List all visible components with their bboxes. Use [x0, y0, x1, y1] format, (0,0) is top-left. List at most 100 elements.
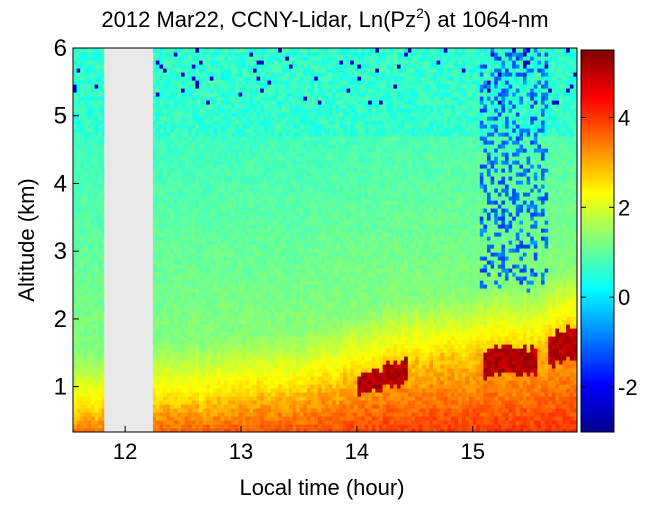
heatmap-cell [155, 344, 160, 349]
heatmap-cell [83, 136, 88, 141]
heatmap-cell [170, 328, 175, 333]
heatmap-cell [152, 188, 157, 193]
heatmap-cell [253, 384, 258, 389]
heatmap-cell [152, 324, 157, 329]
heatmap-cell [213, 336, 218, 341]
heatmap-cell [73, 404, 78, 409]
heatmap-cell [173, 284, 178, 289]
heatmap-cell [170, 232, 175, 237]
heatmap-cell [220, 136, 225, 141]
heatmap-cell [170, 148, 175, 153]
heatmap-cell [202, 192, 207, 197]
heatmap-cell [256, 252, 261, 257]
heatmap-cell [76, 112, 81, 117]
heatmap-cell [73, 188, 78, 193]
heatmap-cell [80, 152, 85, 157]
heatmap-cell [155, 184, 160, 189]
heatmap-cell [253, 128, 258, 133]
heatmap-cell [249, 352, 254, 357]
heatmap-cell [227, 252, 232, 257]
heatmap-cell [83, 84, 88, 89]
heatmap-cell [184, 156, 189, 161]
heatmap-cell [202, 276, 207, 281]
heatmap-cell [195, 168, 200, 173]
heatmap-cell [227, 144, 232, 149]
heatmap-cell [188, 404, 193, 409]
heatmap-cell [173, 152, 178, 157]
heatmap-cell [101, 244, 106, 249]
heatmap-cell [152, 428, 157, 432]
heatmap-cell [206, 260, 211, 265]
heatmap-cell [206, 336, 211, 341]
heatmap-cell [177, 108, 182, 113]
heatmap-cell [195, 184, 200, 189]
heatmap-cell [159, 428, 164, 432]
heatmap-cell [202, 268, 207, 273]
heatmap-cell [235, 88, 240, 93]
heatmap-cell [191, 276, 196, 281]
heatmap-cell [231, 144, 236, 149]
heatmap-cell [242, 320, 247, 325]
heatmap-cell [238, 72, 243, 77]
heatmap-cell [73, 288, 78, 293]
heatmap-cell [217, 148, 222, 153]
heatmap-cell [83, 356, 88, 361]
heatmap-cell [83, 268, 88, 273]
heatmap-cell [80, 64, 85, 69]
heatmap-cell [188, 364, 193, 369]
heatmap-cell [253, 240, 258, 245]
heatmap-cell [256, 344, 261, 349]
heatmap-cell [91, 84, 96, 89]
heatmap-cell [253, 392, 258, 397]
heatmap-cell [181, 124, 186, 129]
heatmap-cell [73, 380, 78, 385]
heatmap-cell [231, 360, 236, 365]
heatmap-cell [173, 292, 178, 297]
heatmap-cell [206, 156, 211, 161]
heatmap-cell [159, 84, 164, 89]
heatmap-cell [188, 100, 193, 105]
heatmap-cell [209, 324, 214, 329]
heatmap-cell [83, 352, 88, 357]
heatmap-cell [195, 344, 200, 349]
heatmap-cell [159, 60, 164, 65]
heatmap-cell [245, 48, 250, 53]
heatmap-cell [181, 376, 186, 381]
heatmap-cell [76, 404, 81, 409]
heatmap-cell [242, 260, 247, 265]
heatmap-cell [73, 68, 78, 73]
heatmap-cell [80, 312, 85, 317]
heatmap-cell [242, 364, 247, 369]
heatmap-cell [217, 204, 222, 209]
heatmap-cell [249, 144, 254, 149]
heatmap-cell [220, 280, 225, 285]
heatmap-cell [73, 148, 78, 153]
heatmap-cell [238, 296, 243, 301]
heatmap-cell [91, 292, 96, 297]
heatmap-cell [220, 396, 225, 401]
heatmap-cell [181, 68, 186, 73]
heatmap-cell [242, 88, 247, 93]
heatmap-cell [101, 356, 106, 361]
heatmap-cell [235, 216, 240, 221]
heatmap-cell [238, 156, 243, 161]
heatmap-cell [227, 348, 232, 353]
heatmap-cell [206, 192, 211, 197]
heatmap-cell [242, 136, 247, 141]
heatmap-cell [98, 72, 103, 77]
heatmap-cell [235, 252, 240, 257]
heatmap-cell [245, 252, 250, 257]
heatmap-cell [152, 196, 157, 201]
heatmap-cell [209, 292, 214, 297]
heatmap-cell [188, 408, 193, 413]
heatmap-cell [101, 132, 106, 137]
heatmap-cell [152, 176, 157, 181]
heatmap-cell [76, 320, 81, 325]
heatmap-cell [184, 244, 189, 249]
heatmap-cell [163, 388, 168, 393]
heatmap-cell [87, 420, 92, 425]
heatmap-cell [191, 392, 196, 397]
heatmap-cell [242, 312, 247, 317]
heatmap-cell [188, 232, 193, 237]
heatmap-cell [224, 352, 229, 357]
